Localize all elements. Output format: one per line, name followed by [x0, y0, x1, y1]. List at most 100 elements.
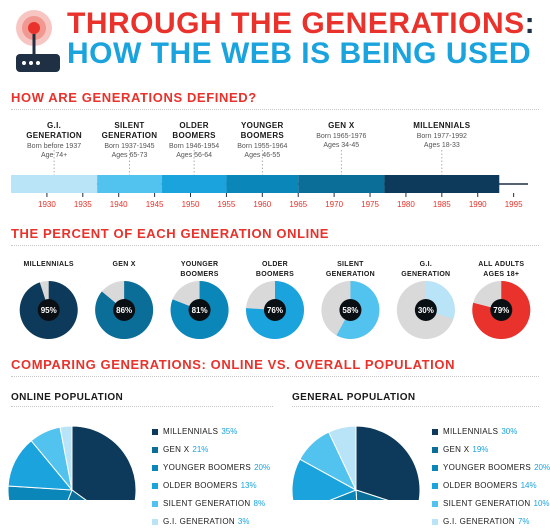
- donut-value-gen-x: 86%: [116, 306, 132, 315]
- pie-slice-older-boomers: [291, 458, 358, 500]
- timeline-tick-label-1945: 1945: [146, 200, 164, 209]
- donut-label-younger-boomers: YOUNGER BOOMERS: [180, 261, 219, 278]
- legend-swatch: [432, 447, 438, 453]
- pie-slice-g-i-generation: [328, 425, 357, 491]
- legend-value: 10%: [533, 499, 550, 508]
- timeline-tick-label-1955: 1955: [218, 200, 236, 209]
- legend-value: 14%: [520, 481, 537, 490]
- legend-swatch: [432, 429, 438, 435]
- section-divider: [11, 376, 539, 377]
- generation-label-g-i-generation: G.I. GENERATION Born before 1937 Age 74+: [9, 121, 99, 160]
- legend-swatch: [432, 501, 438, 507]
- legend-value: 3%: [237, 517, 250, 526]
- timeline-bar-older-boomers: [161, 175, 227, 193]
- legend-name: OLDER BOOMERS: [443, 481, 518, 490]
- section-divider: [11, 245, 539, 246]
- generation-name: SILENT GENERATION: [101, 121, 158, 140]
- timeline-bar-gen-x: [298, 175, 385, 193]
- donut-hole-millennials: [37, 299, 60, 321]
- generation-label-older-boomers: OLDER BOOMERS Born 1946-1954 Ages 56-64: [149, 121, 239, 160]
- legend-swatch: [152, 483, 158, 489]
- legend-swatch: [152, 501, 158, 507]
- timeline-tick-label-1935: 1935: [74, 200, 92, 209]
- generation-birth-range: Born before 1937 Age 74+: [27, 143, 82, 159]
- legend-swatch: [152, 465, 158, 471]
- timeline-tick-label-1985: 1985: [433, 200, 451, 209]
- legend-name: YOUNGER BOOMERS: [443, 463, 532, 472]
- timeline-bar-silent-generation: [97, 175, 162, 193]
- generation-birth-range: Born 1965-1976 Ages 34-45: [316, 133, 367, 149]
- donut-value-all-adults-ages-18: 79%: [493, 306, 509, 315]
- timeline-bar-younger-boomers: [226, 175, 299, 193]
- timeline-tick-label-1930: 1930: [38, 200, 56, 209]
- donut-value-silent-generation: 58%: [342, 306, 358, 315]
- legend-value: 20%: [534, 463, 550, 472]
- online-population-pie: [7, 425, 137, 500]
- donut-label-older-boomers: OLDER BOOMERS: [255, 261, 295, 278]
- generation-birth-range: Born 1937-1945 Ages 65-73: [104, 143, 155, 159]
- pie-slice-gen-x: [355, 489, 389, 500]
- timeline-tick-label-1950: 1950: [182, 200, 200, 209]
- legend-value: 8%: [253, 499, 266, 508]
- legend-name: OLDER BOOMERS: [163, 481, 238, 490]
- generations-timeline-chart: 1930 1935 1940 1945 1950 1955 1960 1965 1970 1975…: [11, 150, 528, 209]
- legend-item-g-i-generation: G.I. GENERATION 7%: [432, 513, 550, 531]
- generation-birth-range: Born 1946-1954 Ages 56-64: [168, 143, 220, 159]
- legend-name: YOUNGER BOOMERS: [163, 463, 252, 472]
- general-population-divider: [292, 406, 539, 407]
- legend-swatch: [152, 429, 158, 435]
- timeline-tick-label-1960: 1960: [253, 200, 271, 209]
- donut-label-gen-x: GEN X: [112, 261, 136, 268]
- legend-item-gen-x: GEN X 21%: [152, 441, 270, 459]
- router-logo-icon: [16, 10, 60, 72]
- generation-birth-range: Born 1955-1964 Ages 46-55: [237, 143, 288, 159]
- online-population-legend: MILLENNIALS 35% GEN X 21% YOUNGER BOOMERS 20%…: [152, 423, 270, 531]
- legend-item-silent-generation: SILENT GENERATION 10%: [432, 495, 550, 513]
- legend-value: 21%: [192, 445, 209, 454]
- donut-hole-silent-generation: [339, 299, 362, 321]
- generation-name: YOUNGER BOOMERS: [240, 121, 285, 140]
- donut-hole-younger-boomers: [188, 299, 211, 321]
- legend-item-silent-generation: SILENT GENERATION 8%: [152, 495, 270, 513]
- donut-hole-gen-x: [113, 299, 136, 321]
- legend-value: 19%: [472, 445, 489, 454]
- general-population-legend: MILLENNIALS 30% GEN X 19% YOUNGER BOOMERS 20%…: [432, 423, 550, 531]
- generation-label-silent-generation: SILENT GENERATION Born 1937-1945 Ages 65-…: [84, 121, 174, 160]
- timeline-tick-label-1990: 1990: [469, 200, 487, 209]
- page-title: THROUGH THE GENERATIONS:: [67, 7, 536, 40]
- section-heading-comparing: COMPARING GENERATIONS: ONLINE VS. OVERAL…: [11, 357, 456, 372]
- donut-value-younger-boomers: 81%: [192, 306, 208, 315]
- legend-name: MILLENNIALS: [163, 427, 219, 436]
- legend-swatch: [152, 519, 158, 525]
- donut-value-millennials: 95%: [41, 306, 57, 315]
- legend-value: 7%: [517, 517, 530, 526]
- legend-item-g-i-generation: G.I. GENERATION 3%: [152, 513, 270, 531]
- timeline-tick-label-1940: 1940: [110, 200, 128, 209]
- legend-item-millennials: MILLENNIALS 30%: [432, 423, 550, 441]
- donut-value-g-i-generation: 30%: [418, 306, 434, 315]
- generation-name: GEN X: [328, 121, 355, 130]
- percent-online-chart: 95% 86% 81% 76% 58% 30% 79%: [19, 281, 531, 339]
- legend-name: G.I. GENERATION: [163, 517, 235, 526]
- generation-label-millennials: MILLENNIALS Born 1977-1992 Ages 18-33: [397, 121, 487, 150]
- donut-value-older-boomers: 76%: [267, 306, 283, 315]
- donut-hole-older-boomers: [264, 299, 286, 321]
- pie-slice-gen-x: [67, 489, 87, 500]
- legend-swatch: [152, 447, 158, 453]
- timeline-tick-label-1965: 1965: [289, 200, 307, 209]
- timeline-bar-g-i-generation: [11, 175, 98, 193]
- pie-slice-g-i-generation: [59, 425, 73, 491]
- legend-name: GEN X: [443, 445, 470, 454]
- legend-swatch: [432, 519, 438, 525]
- legend-name: GEN X: [163, 445, 190, 454]
- generation-label-younger-boomers: YOUNGER BOOMERS Born 1955-1964 Ages 46-55: [217, 121, 307, 160]
- generation-name: G.I. GENERATION: [26, 121, 82, 140]
- timeline-tick-label-1995: 1995: [505, 200, 523, 209]
- generation-name: OLDER BOOMERS: [172, 121, 216, 140]
- legend-item-older-boomers: OLDER BOOMERS 14%: [432, 477, 550, 495]
- legend-item-younger-boomers: YOUNGER BOOMERS 20%: [152, 459, 270, 477]
- legend-value: 35%: [221, 427, 238, 436]
- legend-item-gen-x: GEN X 19%: [432, 441, 550, 459]
- general-population-heading: GENERAL POPULATION: [292, 392, 416, 403]
- donut-hole-all-adults-ages-18: [490, 299, 513, 321]
